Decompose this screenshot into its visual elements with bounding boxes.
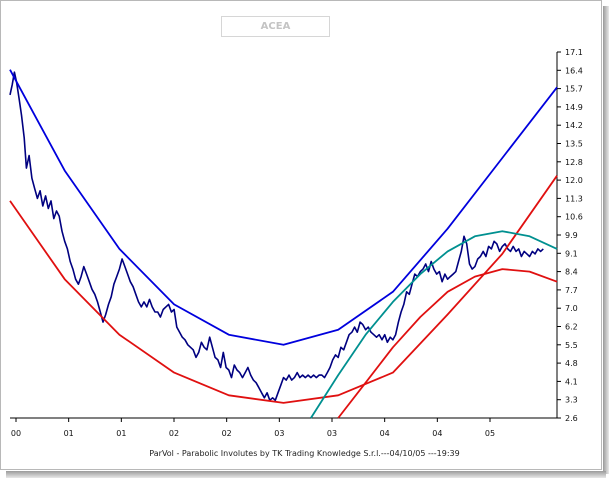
y-tick-label: 2.6 [565,414,578,423]
chart-series [9,69,558,419]
y-tick-label: 3.3 [565,396,578,405]
x-tick-label: 04 [432,429,442,438]
y-tick-label: 16.4 [565,66,583,75]
x-tick-label: 02 [222,429,232,438]
y-tick-label: 4.1 [565,377,578,386]
y-tick-label: 10.6 [565,213,583,222]
frame-shadow-bottom [6,471,606,478]
y-tick-label: 15.7 [565,85,583,94]
series-line-0 [9,71,544,402]
y-tick-label: 12.8 [565,158,583,167]
x-tick-label: 03 [327,429,337,438]
y-tick-label: 17.1 [565,48,583,57]
y-tick-label: 12.0 [565,176,583,185]
series-line-3 [310,230,558,419]
y-tick-label: 13.5 [565,140,583,149]
y-tick-label: 4.8 [565,359,578,368]
x-tick-label: 05 [485,429,495,438]
y-tick-label: 14.9 [565,103,583,112]
x-tick-label: 01 [116,429,126,438]
series-line-2 [9,175,558,404]
y-tick-label: 11.3 [565,194,583,203]
chart-tick-labels: 17.1 16.4 15.7 14.9 14.2 13.5 12.8 12.0 11.3 10.6… [11,48,583,438]
chart-frame [0,0,602,470]
series-line-1 [9,69,558,346]
series-line-4 [337,268,558,419]
x-tick-label: 01 [64,429,74,438]
y-tick-label: 5.5 [565,341,578,350]
y-tick-label: 9.1 [565,249,578,258]
y-tick-label: 6.2 [565,323,578,332]
x-tick-label: 04 [380,429,390,438]
chart-axes [10,51,561,422]
y-tick-label: 7.0 [565,304,578,313]
y-tick-label: 8.4 [565,268,578,277]
x-tick-label: 03 [274,429,284,438]
frame-shadow-right [603,6,609,474]
chart-footer: ParVol - Parabolic Involutes by TK Tradi… [149,449,460,458]
x-tick-label: 02 [169,429,179,438]
x-tick-label: 00 [11,429,21,438]
y-tick-label: 7.7 [565,286,578,295]
chart-title: ACEA [221,16,330,37]
y-tick-label: 9.9 [565,231,578,240]
y-tick-label: 14.2 [565,121,583,130]
